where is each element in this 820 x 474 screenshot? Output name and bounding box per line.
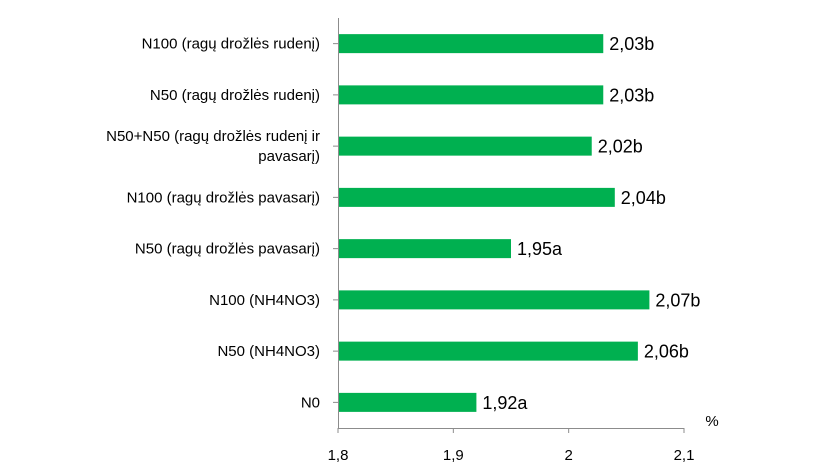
bar — [338, 341, 638, 361]
category-label: N50 (ragų drožlės pavasarį) — [135, 241, 320, 258]
category-label: N50 (ragų drožlės rudenį) — [150, 87, 320, 104]
category-label: N100 (NH4NO3) — [209, 292, 320, 309]
category-label-line: N50 (ragų drožlės rudenį) — [150, 87, 320, 104]
category-label-line: N0 — [301, 394, 320, 411]
category-label: N0 — [301, 394, 320, 411]
bar — [338, 392, 477, 412]
x-tick-label: 2,1 — [674, 447, 695, 464]
category-label-line: N50+N50 (ragų drožlės rudenį ir — [106, 128, 320, 145]
bar — [338, 187, 615, 207]
data-label: 2,03b — [609, 34, 654, 54]
x-tick-label: 1,9 — [443, 447, 464, 464]
x-tick-label: 1,8 — [328, 447, 349, 464]
data-label: 1,92a — [482, 393, 528, 413]
data-label: 2,06b — [644, 342, 689, 362]
category-label: N100 (ragų drožlės pavasarį) — [127, 189, 320, 206]
data-label: 2,04b — [621, 188, 666, 208]
data-label: 2,02b — [598, 137, 643, 157]
x-axis-unit-label: % — [705, 413, 718, 430]
category-label-line: pavasarį) — [258, 148, 320, 165]
category-label: N50 (NH4NO3) — [217, 343, 320, 360]
data-label: 2,03b — [609, 85, 654, 105]
category-label-line: N100 (ragų drožlės rudenį) — [142, 36, 320, 53]
category-label-line: N100 (NH4NO3) — [209, 292, 320, 309]
bar — [338, 290, 650, 310]
category-label: N100 (ragų drožlės rudenį) — [142, 36, 320, 53]
category-label: N50+N50 (ragų drožlės rudenį ir pavasarį) — [106, 128, 320, 165]
bar — [338, 85, 604, 105]
bar — [338, 239, 511, 259]
category-label-line: N100 (ragų drožlės pavasarį) — [127, 189, 320, 206]
data-label: 2,07b — [655, 290, 700, 310]
category-label-line: N50 (ragų drožlės pavasarį) — [135, 241, 320, 258]
x-tick-label: 2 — [564, 447, 572, 464]
bar — [338, 34, 604, 54]
category-label-line: N50 (NH4NO3) — [217, 343, 320, 360]
bar — [338, 136, 592, 156]
data-label: 1,95a — [517, 239, 563, 259]
